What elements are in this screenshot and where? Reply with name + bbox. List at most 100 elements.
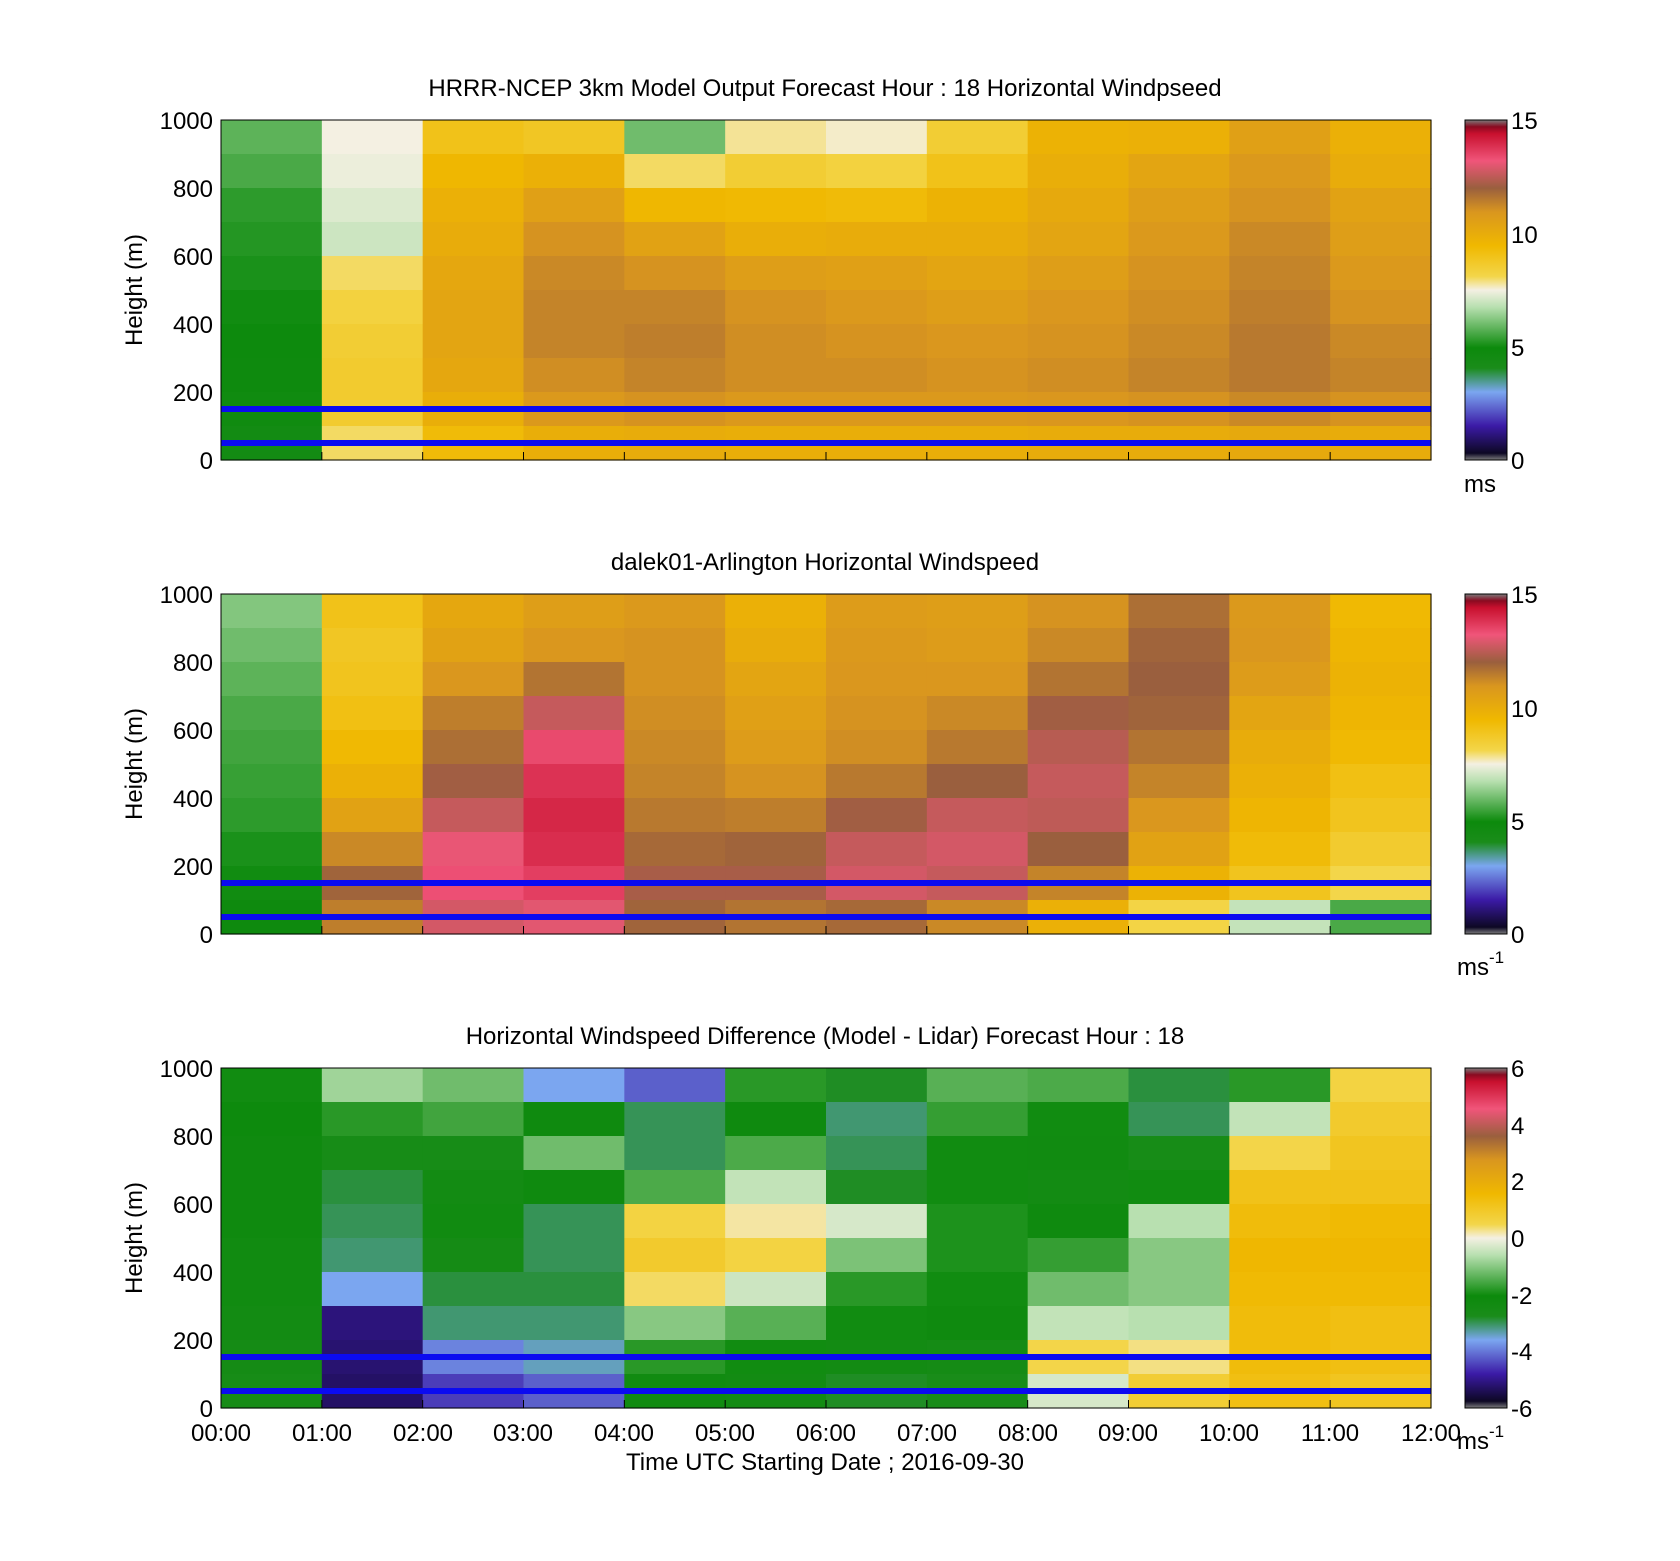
heatmap-cell <box>1229 594 1331 629</box>
colorbar-tick-0: 0 <box>1511 448 1524 475</box>
heatmap-cell <box>926 358 1029 393</box>
heatmap-cell <box>624 290 726 325</box>
heatmap-cell <box>624 1170 726 1205</box>
heatmap-cell <box>422 1204 525 1239</box>
heatmap-cell <box>523 1170 625 1205</box>
heatmap-cell <box>624 1272 726 1307</box>
heatmap-cell <box>1128 594 1230 629</box>
heatmap-cell <box>624 154 726 189</box>
heatmap-cell <box>926 1306 1029 1341</box>
heatmap-cell <box>1330 832 1432 867</box>
heatmap-cell <box>826 188 928 223</box>
heatmap-cell <box>1330 628 1432 663</box>
heatmap-cell <box>926 832 1029 867</box>
heatmap-cell <box>321 832 424 867</box>
heatmap-cell <box>624 1068 726 1103</box>
heatmap-cell <box>321 628 424 663</box>
heatmap-cell <box>523 594 625 629</box>
heatmap-cell <box>422 1102 525 1137</box>
heatmap-cell <box>321 1238 424 1273</box>
heatmap-cell <box>221 1170 323 1205</box>
colorbar-tick-10: 10 <box>1511 696 1538 723</box>
heatmap-cell <box>1330 154 1432 189</box>
y-tick-label-600: 600 <box>173 244 213 271</box>
heatmap-cell <box>826 832 928 867</box>
heatmap-cell <box>1229 628 1331 663</box>
heatmap-cell <box>523 1238 625 1273</box>
heatmap-cell <box>1229 1170 1331 1205</box>
heatmap-cell <box>624 832 726 867</box>
heatmap-cell <box>826 628 928 663</box>
heatmap-cell <box>926 290 1029 325</box>
x-tick-label-0100: 01:00 <box>292 1420 352 1447</box>
heatmap-cell <box>926 120 1029 155</box>
heatmap-cell <box>624 764 726 799</box>
heatmap-cell <box>523 222 625 257</box>
heatmap-cell <box>1229 1272 1331 1307</box>
heatmap-cell <box>1128 764 1230 799</box>
heatmap-cell <box>1128 832 1230 867</box>
heatmap-cell <box>826 358 928 393</box>
y-tick-label-1000: 1000 <box>160 108 213 135</box>
x-tick-label-0900: 09:00 <box>1098 1420 1158 1447</box>
heatmap-cell <box>1229 188 1331 223</box>
heatmap-cell <box>321 256 424 291</box>
heatmap-cell <box>826 696 928 731</box>
heatmap-cell <box>1128 324 1230 359</box>
x-tick-marks <box>220 452 1432 460</box>
heatmap-cell <box>321 1272 424 1307</box>
heatmap-cell <box>1128 120 1230 155</box>
heatmap-cell <box>1128 662 1230 697</box>
colorbar-tick-2: 2 <box>1511 1169 1524 1196</box>
heatmap-cell <box>221 222 323 257</box>
heatmap-cell <box>422 256 525 291</box>
heatmap-cell <box>1027 730 1130 765</box>
colorbar-tick-10: 10 <box>1511 222 1538 249</box>
heatmap-cell <box>926 730 1029 765</box>
heatmap-cell <box>221 594 323 629</box>
heatmap-cell <box>422 662 525 697</box>
heatmap-cell <box>422 1238 525 1273</box>
heatmap-cell <box>321 730 424 765</box>
heatmap-cell <box>1027 222 1130 257</box>
colorbar-tick-5: 5 <box>1511 809 1524 836</box>
heatmap-cell <box>1229 120 1331 155</box>
heatmap-cell <box>523 1204 625 1239</box>
heatmap-cell <box>725 290 827 325</box>
heatmap-cell <box>1330 1068 1432 1103</box>
colorbar-tick-5: 5 <box>1511 335 1524 362</box>
colorbar-tick-15: 15 <box>1511 108 1538 135</box>
heatmap-cell <box>725 256 827 291</box>
y-tick-label-400: 400 <box>173 1260 213 1287</box>
y-tick-label-800: 800 <box>173 650 213 677</box>
heatmap-cell <box>1229 1136 1331 1171</box>
heatmap-cell <box>725 1306 827 1341</box>
heatmap-cell <box>321 798 424 833</box>
heatmap-cell <box>1128 628 1230 663</box>
heatmap-cell <box>1128 222 1230 257</box>
heatmap-cell <box>1128 290 1230 325</box>
heatmap-cell <box>422 1068 525 1103</box>
heatmap-cell <box>1330 1238 1432 1273</box>
heatmap-cell <box>725 662 827 697</box>
colorbar-gradient <box>1464 119 1508 461</box>
heatmap-cell <box>725 358 827 393</box>
heatmap-cell <box>725 832 827 867</box>
heatmap-cell <box>926 798 1029 833</box>
heatmap-cell <box>422 1272 525 1307</box>
colorbar-unit: ms-1 <box>1457 948 1504 981</box>
heatmap-cell <box>624 188 726 223</box>
heatmap-cell <box>1027 188 1130 223</box>
heatmap-cell <box>321 662 424 697</box>
y-tick-label-800: 800 <box>173 1124 213 1151</box>
y-tick-label-1000: 1000 <box>160 1056 213 1083</box>
heatmap-cell <box>1027 832 1130 867</box>
guide-lines <box>221 406 1431 446</box>
colorbar: -6 -4 -2 0 2 4 6 ms-1 <box>1457 1056 1532 1455</box>
heatmap-cell <box>725 696 827 731</box>
heatmap-cell <box>926 256 1029 291</box>
heatmap-cell <box>221 324 323 359</box>
y-axis-label: Height (m) <box>121 1182 148 1294</box>
heatmap-cell <box>1229 730 1331 765</box>
heatmap-cell <box>523 1136 625 1171</box>
